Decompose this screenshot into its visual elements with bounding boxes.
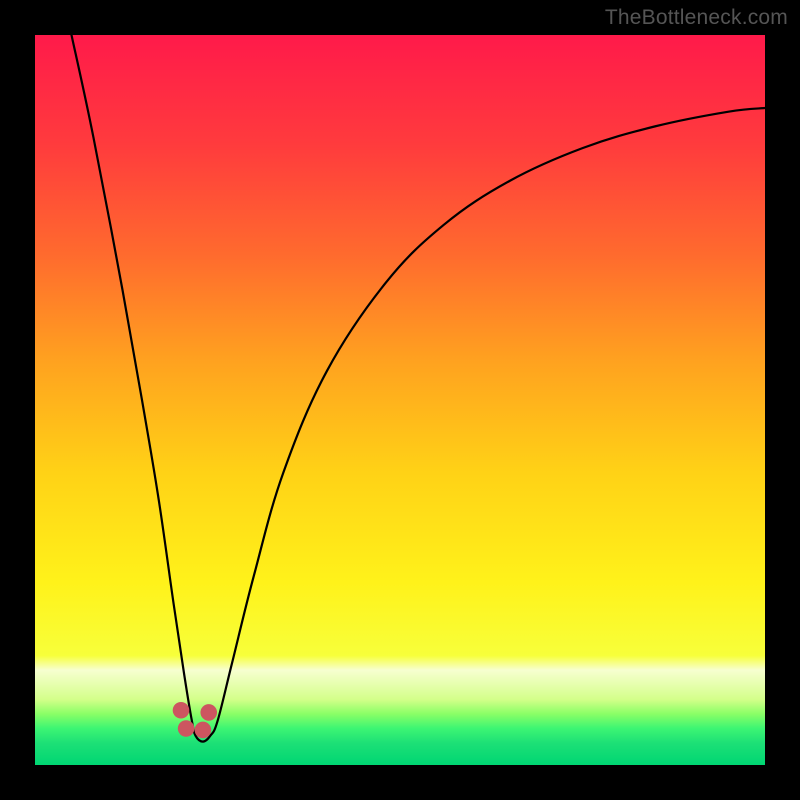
marker-dot bbox=[173, 702, 190, 719]
gradient-background bbox=[35, 35, 765, 765]
bottleneck-curve-chart bbox=[35, 35, 765, 765]
watermark-label: TheBottleneck.com bbox=[605, 6, 788, 30]
chart-container: TheBottleneck.com bbox=[0, 0, 800, 800]
marker-dot bbox=[178, 720, 195, 737]
marker-dot bbox=[195, 722, 212, 739]
plot-area bbox=[35, 35, 765, 765]
marker-dot bbox=[200, 704, 217, 721]
